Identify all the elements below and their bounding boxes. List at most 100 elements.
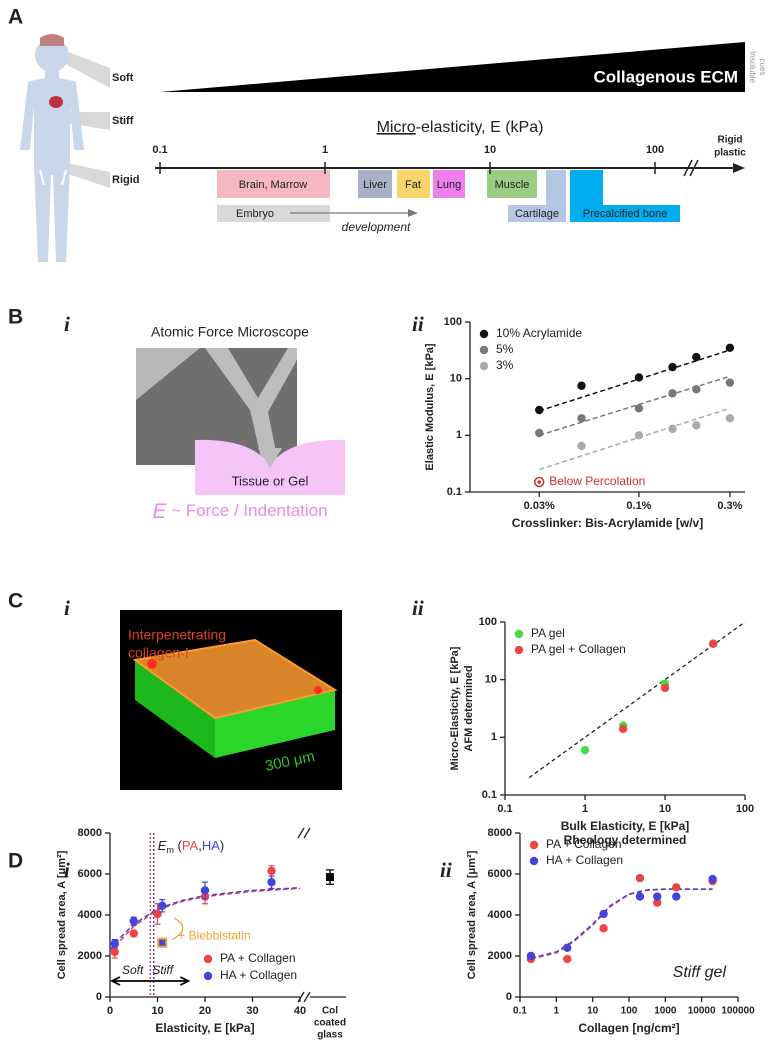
y-tick-label: 0.1 [447,486,462,498]
annotation-label: Below Percolation [549,474,645,488]
fit-line [530,888,713,959]
em-label-part: HA [202,838,220,853]
rigid-label: Rigid [718,135,743,146]
reference-line [528,621,746,779]
panel-label: C [8,590,23,613]
y-tick-label: 2000 [78,950,102,962]
x-tick-label: 30 [246,1005,258,1017]
fit-line [539,375,731,437]
axis-title-part: Micro [377,119,416,136]
y-axis-label: AFM determined [463,665,475,751]
x-axis-label: Rheology determined [564,833,687,847]
data-point [660,683,670,693]
tissue-label: Precalcified bone [583,208,667,220]
data-point [668,424,677,434]
x-tick-label: 20 [199,1005,211,1017]
soft-label: Soft [122,963,144,977]
tissue-label: Liver [363,179,387,191]
data-point [599,909,608,919]
x-tick-label: 100 [621,1006,638,1017]
axis-tick-label: 100 [646,144,664,156]
data-point [563,943,572,952]
elasticity-axis [155,159,745,177]
axis-tick-label: 10 [484,144,496,156]
data-point [577,414,586,423]
data-point [200,886,210,895]
stiff-label: Stiff [152,963,174,977]
fit-line [530,888,713,960]
legend-marker [479,361,489,371]
tissue-boxes [217,170,680,222]
sub-label: ii [412,596,424,620]
y-tick-label: 6000 [488,868,512,880]
axis-title: Micro-elasticity, E (kPa) [377,119,544,136]
y-tick-label: 100 [479,616,497,628]
data-point [563,954,572,964]
panel-label: A [8,6,23,29]
body-label: Soft [112,72,134,84]
y-tick-label: 4000 [488,909,512,921]
em-label-part: ( [174,838,183,853]
data-point [129,929,138,938]
axis-title-part: -elasticity, E (kPa) [416,119,544,136]
panel-label: B [8,306,23,329]
legend-marker [203,971,213,981]
data-point [110,939,119,948]
data-point [153,909,162,919]
annotation-marker [533,476,545,488]
data-point [157,937,168,948]
annotation-dot [537,480,542,484]
x-tick-label: 0.1 [513,1006,527,1017]
tissue-label: Fat [405,179,421,191]
embryo-label: Embryo [236,208,274,220]
y-tick-label: 6000 [78,868,102,880]
data-point [672,892,681,901]
gel-image [120,610,342,790]
legend-label: 10% Acrylamide [496,326,582,340]
y-axis-label: Elastic Modulus, E [kPa] [424,343,436,470]
x-tick-label: 0.3% [717,500,742,512]
axis-tick-label: 0.1 [152,144,167,156]
x-axis-label: Bulk Elasticity, E [kPa] [561,819,690,833]
data-point [634,373,644,382]
em-label-part: m [166,845,174,855]
data-point [526,951,536,961]
legend-label: PA + Collagen [220,951,296,965]
legend-label: PA + Collagen [546,837,622,851]
data-point [634,431,644,440]
data-point [725,378,735,387]
tissue-label: Cartilage [515,208,559,220]
axis-tick-label: 1 [322,144,328,156]
ecm-wedge [160,42,745,92]
y-tick-label: 0.1 [482,789,497,801]
data-point [158,901,167,910]
legend-label: 3% [496,358,514,372]
y-tick-label: 1 [456,429,462,441]
x-tick-label: 0.1 [497,803,512,815]
panel-label: D [8,850,23,873]
x-tick-label: Col [322,1006,338,1017]
gel-label: Interpenetrating [128,627,226,643]
data-point [577,441,586,451]
legend-label: PA gel [531,626,565,640]
y-tick-label: 10 [450,373,462,385]
data-point [692,352,701,362]
x-tick-label: 40 [294,1005,306,1017]
data-point [535,428,544,438]
fit-line [109,886,301,951]
data-point [653,898,662,907]
afm-title: Atomic Force Microscope [151,324,309,340]
tissue-label: Muscle [495,179,530,191]
sub-label: ii [412,312,424,336]
sub-label: i [64,596,70,620]
sub-label: i [64,858,70,882]
data-point [635,873,645,883]
annotation-label: + Blebbistatin [178,929,250,943]
data-point [580,745,590,755]
legend-label: PA gel + Collagen [531,642,626,656]
x-tick-label: 1 [582,803,588,815]
legend-marker [514,629,524,639]
afm-image [136,348,345,495]
y-tick-label: 100 [444,316,462,328]
fit-line [539,349,731,412]
